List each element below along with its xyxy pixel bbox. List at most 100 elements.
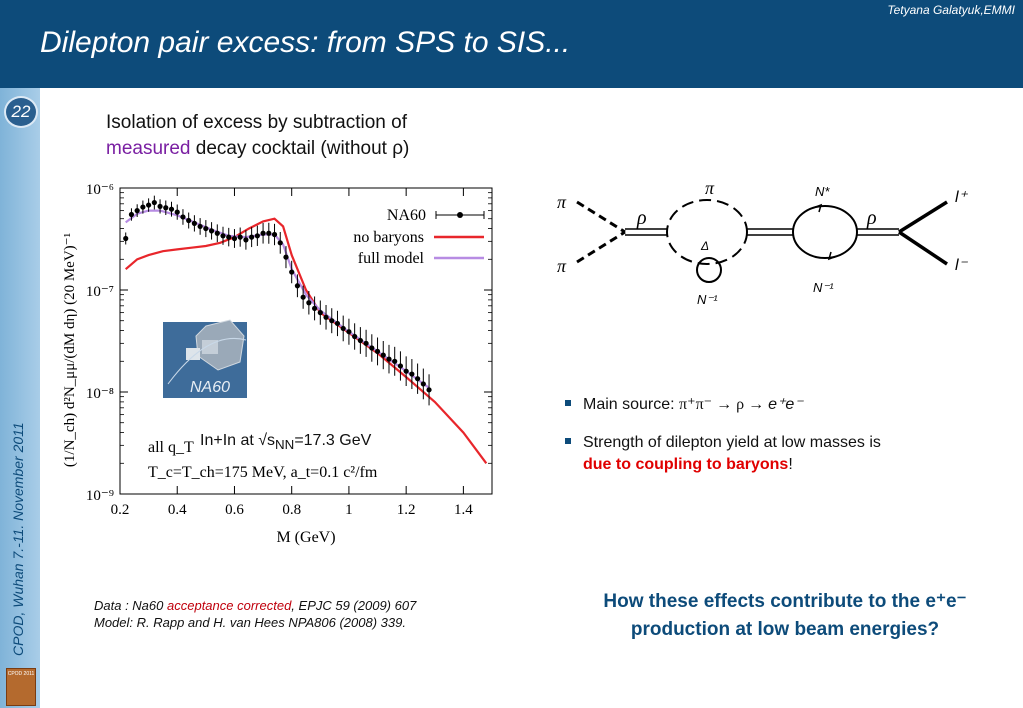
y-axis-label: (1/N_ch) d²N_μμ/(dM dη) (20 MeV)⁻¹ xyxy=(62,233,78,467)
legend-na60: NA60 xyxy=(387,207,426,224)
delta-label: Δ xyxy=(700,239,709,253)
cpod-logo-text: CPOD 2011 xyxy=(7,671,35,677)
data-point xyxy=(352,333,358,340)
pi-loop-label: π xyxy=(705,178,715,198)
na60-logo-arc xyxy=(167,337,247,385)
author-credit: Tetyana Galatyuk,EMMI xyxy=(887,3,1015,17)
data-point xyxy=(386,356,392,362)
caption-data-prefix: Data : Na60 xyxy=(94,598,167,613)
bullet-1-text: Main source: xyxy=(583,396,680,413)
series-line-no-baryons xyxy=(124,217,488,464)
data-point xyxy=(271,231,278,238)
x-tick-label: 0.8 xyxy=(282,502,301,518)
legend-full-model: full model xyxy=(358,250,425,267)
data-point xyxy=(226,234,232,240)
bullet-1-ee: e⁺e⁻ xyxy=(768,396,803,413)
data-point xyxy=(186,217,192,224)
data-point xyxy=(403,368,409,374)
bullet-2-red: due to coupling to baryons xyxy=(583,456,789,473)
na60-logo-text: NA60 xyxy=(190,379,230,396)
pi-top-label: π xyxy=(557,192,567,212)
data-point xyxy=(134,208,140,214)
pion-loop xyxy=(666,199,748,265)
baryon-loop xyxy=(792,205,858,259)
data-point xyxy=(374,348,381,355)
measured-word: measured xyxy=(106,138,191,159)
n-star-label: N* xyxy=(815,184,830,199)
data-point xyxy=(254,233,260,239)
left-sidebar xyxy=(0,88,40,708)
bullet-list: Main source: π⁺π⁻ → ρ → e⁺e⁻ Strength of… xyxy=(565,394,1005,492)
intro-text: Isolation of excess by subtraction of me… xyxy=(106,110,409,162)
rho-right-label: ρ xyxy=(866,207,877,229)
data-point xyxy=(277,240,283,246)
collision-system-label: In+In at √sNN=17.3 GeV xyxy=(200,432,371,452)
caption-acceptance: acceptance corrected xyxy=(167,598,292,613)
data-point xyxy=(294,283,301,289)
plot-svg: 0.2 0.4 0.6 0.8 1 1.2 1.4 10⁻⁶ 10⁻⁷ 10⁻⁸ 10⁻⁹ (1/N… xyxy=(62,182,493,546)
legend-na60-dot xyxy=(457,212,463,218)
inset-params: T_c=T_ch=175 MeV, a_t=0.1 c²/fm xyxy=(148,464,378,481)
data-point xyxy=(306,300,312,306)
data-point xyxy=(380,352,386,358)
cpod-logo: CPOD 2011 xyxy=(6,668,36,706)
pion-line-bottom xyxy=(576,230,626,264)
data-point xyxy=(420,381,426,387)
data-point xyxy=(243,237,249,243)
x-tick-label: 0.6 xyxy=(225,502,244,518)
data-point xyxy=(197,223,203,230)
intro-line-1: Isolation of excess by subtraction of xyxy=(106,112,407,133)
data-point xyxy=(334,320,341,327)
data-point xyxy=(146,202,152,208)
data-point xyxy=(191,220,197,226)
x-tick-label: 1 xyxy=(345,502,353,518)
n-inv-right-label: N⁻¹ xyxy=(813,280,834,295)
x-tick-label: 0.2 xyxy=(111,502,130,518)
lepton-line-minus xyxy=(898,230,948,266)
caption-ref: , EPJC 59 (2009) 607 xyxy=(291,598,417,613)
data-point xyxy=(283,254,289,260)
na60-logo-block-1 xyxy=(186,348,200,360)
bullet-main-source: Main source: π⁺π⁻ → ρ → e⁺e⁻ xyxy=(565,394,1005,416)
data-point xyxy=(363,340,369,346)
data-point xyxy=(237,234,243,240)
data-point xyxy=(220,233,226,239)
data-point xyxy=(231,235,238,242)
data-point xyxy=(151,199,157,206)
collision-system-sub: NN xyxy=(275,437,295,453)
data-point xyxy=(180,214,186,220)
l-plus-label: l⁺ xyxy=(955,189,969,206)
data-point xyxy=(266,230,272,236)
slide-number-badge: 22 xyxy=(4,96,38,128)
data-point xyxy=(369,345,375,351)
bullet-strength: Strength of dilepton yield at low masses… xyxy=(565,432,1005,476)
bullet-1-formula: π⁺π⁻ → ρ → xyxy=(679,396,769,413)
slide-title: Dilepton pair excess: from SPS to SIS... xyxy=(40,26,571,59)
data-point xyxy=(415,376,421,382)
x-axis-label: M (GeV) xyxy=(276,529,335,546)
data-point xyxy=(300,294,306,300)
caption-line-2: Model: R. Rapp and H. van Hees NPA806 (2… xyxy=(94,615,406,630)
rho-left-label: ρ xyxy=(636,207,647,229)
na60-plot: 0.2 0.4 0.6 0.8 1 1.2 1.4 10⁻⁶ 10⁻⁷ 10⁻⁸ 10⁻⁹ (1/N… xyxy=(58,180,498,560)
delta-loop xyxy=(696,257,722,283)
bullet-2-text: Strength of dilepton yield at low masses… xyxy=(583,434,881,451)
l-minus-label: l⁻ xyxy=(955,257,969,274)
x-tick-label: 1.4 xyxy=(454,502,473,518)
caption-line-1: Data : Na60 acceptance corrected, EPJC 5… xyxy=(94,597,416,614)
baryon-arrow-bottom xyxy=(827,251,838,261)
y-tick-label: 10⁻⁸ xyxy=(86,386,114,402)
bullet-2-end: ! xyxy=(788,456,793,473)
inset-all-qt: all q_T xyxy=(148,439,194,456)
lepton-line-plus xyxy=(898,200,948,234)
closing-question: How these effects contribute to the e⁺e⁻… xyxy=(603,591,967,640)
intro-line-2: measured decay cocktail (without ρ) xyxy=(106,136,409,162)
data-point xyxy=(397,363,404,369)
conference-label: CPOD, Wuhan 7.-11. November 2011 xyxy=(10,422,26,656)
intro-close-paren: ) xyxy=(403,138,410,159)
plot-legend: NA60 no baryons full model xyxy=(353,207,485,267)
feynman-svg: π π ρ π Δ N⁻¹ N* N⁻¹ ρ l⁺ l⁻ xyxy=(557,178,969,307)
data-point xyxy=(163,205,169,211)
data-point xyxy=(214,230,220,236)
data-point xyxy=(346,329,352,335)
